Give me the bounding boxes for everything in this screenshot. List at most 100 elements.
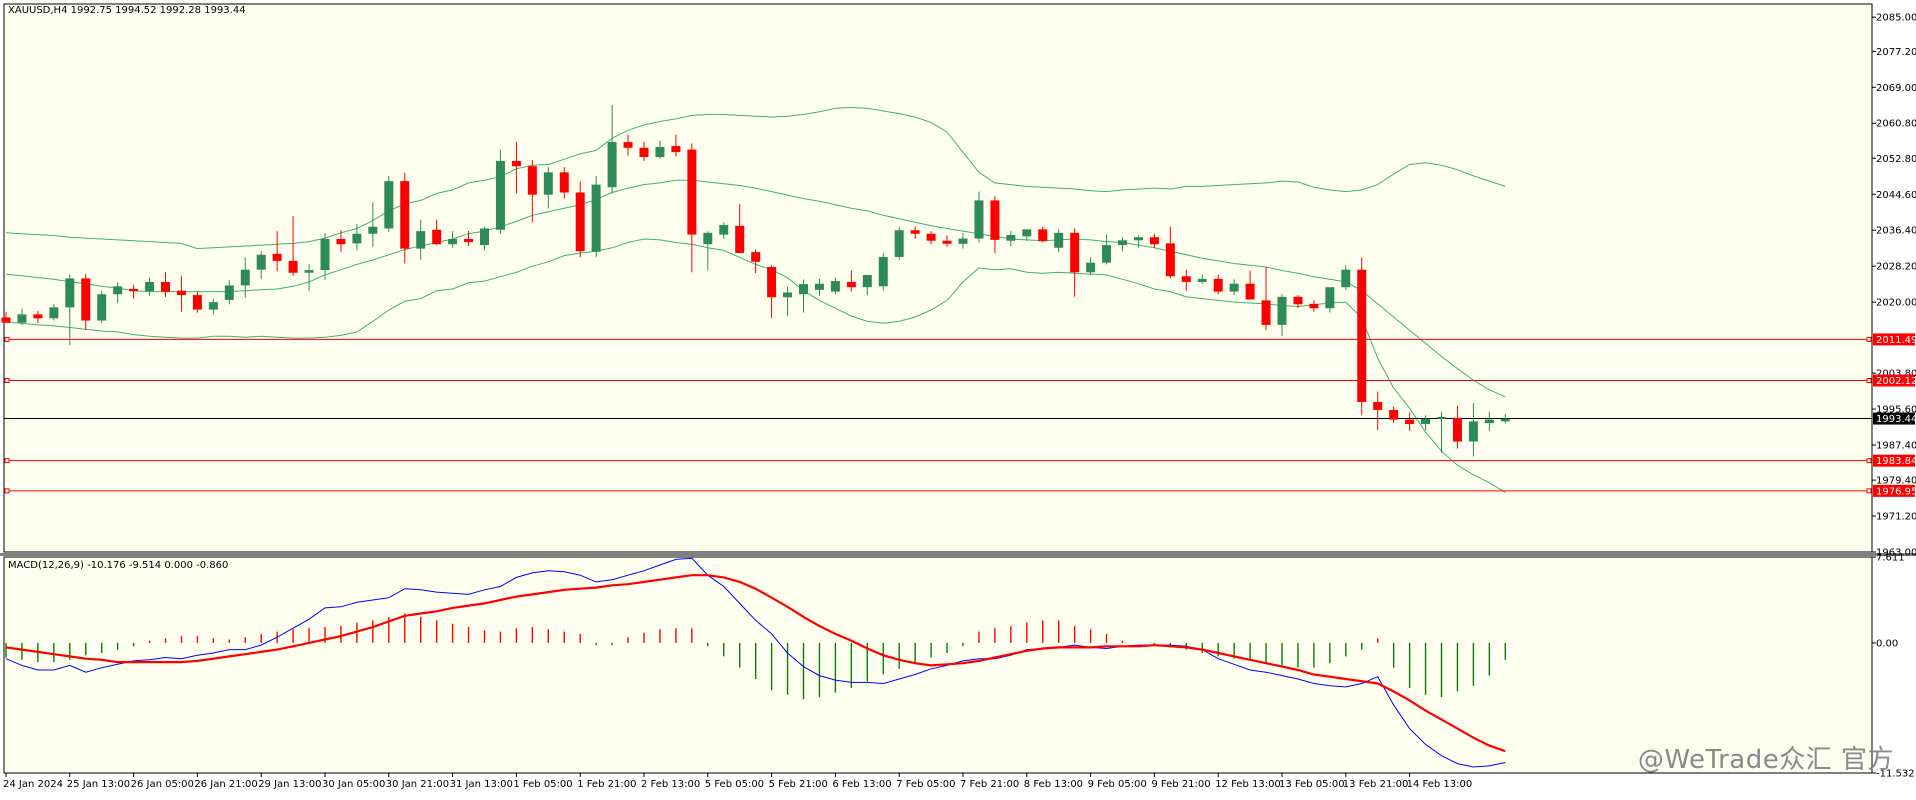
candle[interactable] <box>703 231 713 271</box>
candle[interactable] <box>192 291 202 313</box>
candle[interactable] <box>862 274 872 296</box>
candle[interactable] <box>1070 228 1080 297</box>
candle[interactable] <box>384 175 394 232</box>
level-anchor-left[interactable] <box>4 488 10 494</box>
candle[interactable] <box>1373 391 1383 431</box>
candle[interactable] <box>240 257 250 298</box>
candle[interactable] <box>495 149 505 234</box>
candle[interactable] <box>1468 402 1478 457</box>
candle[interactable] <box>161 272 170 297</box>
candle[interactable] <box>543 167 553 209</box>
candle[interactable] <box>113 282 123 303</box>
candle[interactable] <box>1405 412 1415 432</box>
candle[interactable] <box>783 286 793 317</box>
candle[interactable] <box>511 141 521 194</box>
candle[interactable] <box>448 231 458 248</box>
level-anchor-left[interactable] <box>4 336 10 342</box>
candle[interactable] <box>464 231 474 246</box>
candle[interactable] <box>336 230 346 253</box>
candle[interactable] <box>1213 274 1223 295</box>
candle[interactable] <box>1261 267 1271 331</box>
candle[interactable] <box>1500 413 1510 424</box>
candle[interactable] <box>1389 406 1399 424</box>
candle[interactable] <box>958 232 968 249</box>
level-anchor-right[interactable] <box>1866 458 1872 464</box>
candle[interactable] <box>1452 405 1462 449</box>
candle[interactable] <box>224 280 234 305</box>
candle[interactable] <box>480 226 489 251</box>
candle[interactable] <box>671 134 681 157</box>
level-anchor-right[interactable] <box>1866 377 1872 383</box>
candle[interactable] <box>894 226 904 261</box>
candle[interactable] <box>942 235 952 247</box>
candle[interactable] <box>910 226 920 239</box>
candle[interactable] <box>751 249 761 274</box>
candle[interactable] <box>1325 287 1335 313</box>
candle[interactable] <box>846 270 856 292</box>
candle[interactable] <box>272 231 282 272</box>
candle[interactable] <box>33 310 43 324</box>
level-anchor-left[interactable] <box>4 458 10 464</box>
level-anchor-right[interactable] <box>1866 488 1872 494</box>
candle[interactable] <box>97 291 107 324</box>
candle[interactable] <box>655 140 665 160</box>
candle[interactable] <box>735 203 745 254</box>
candle[interactable] <box>974 191 984 243</box>
candle[interactable] <box>575 181 585 258</box>
candle[interactable] <box>400 172 410 264</box>
candle[interactable] <box>623 134 633 156</box>
candle[interactable] <box>719 222 729 239</box>
level-anchor-left[interactable] <box>4 377 10 383</box>
candle[interactable] <box>320 232 330 280</box>
candle[interactable] <box>607 104 617 194</box>
candle[interactable] <box>256 251 266 280</box>
candle[interactable] <box>368 202 378 247</box>
candle[interactable] <box>527 160 537 223</box>
candle[interactable] <box>1022 229 1032 241</box>
candle[interactable] <box>1309 300 1319 312</box>
candle[interactable] <box>352 224 362 251</box>
candle[interactable] <box>208 298 218 315</box>
candle[interactable] <box>1245 270 1255 300</box>
candle[interactable] <box>1149 233 1159 248</box>
candle[interactable] <box>81 274 91 331</box>
candle[interactable] <box>814 278 824 296</box>
price-pane[interactable] <box>3 3 1873 553</box>
candle[interactable] <box>1341 265 1351 290</box>
candle[interactable] <box>1437 411 1446 453</box>
candle[interactable] <box>432 219 442 246</box>
candle[interactable] <box>1165 226 1175 279</box>
candle[interactable] <box>830 277 840 295</box>
candle[interactable] <box>1229 279 1239 296</box>
candle[interactable] <box>129 284 139 299</box>
candle[interactable] <box>1357 257 1367 416</box>
candle[interactable] <box>1086 257 1096 275</box>
candle[interactable] <box>990 196 1000 254</box>
candle[interactable] <box>1054 229 1064 253</box>
candle[interactable] <box>559 167 569 199</box>
candle[interactable] <box>1181 269 1191 291</box>
level-anchor-right[interactable] <box>1866 336 1872 342</box>
candle[interactable] <box>926 231 936 245</box>
candle[interactable] <box>65 274 75 346</box>
candle[interactable] <box>1006 231 1016 246</box>
candle[interactable] <box>799 279 808 313</box>
candle[interactable] <box>1133 235 1143 248</box>
candle[interactable] <box>304 264 314 291</box>
candle[interactable] <box>1038 226 1048 243</box>
candle[interactable] <box>1102 234 1112 265</box>
candle[interactable] <box>1484 411 1494 432</box>
candle[interactable] <box>639 141 649 161</box>
candle[interactable] <box>49 304 59 321</box>
candle[interactable] <box>1277 294 1287 337</box>
candle[interactable] <box>288 216 298 276</box>
candle[interactable] <box>687 143 697 273</box>
candle[interactable] <box>1421 415 1431 431</box>
candle[interactable] <box>17 308 27 325</box>
candle[interactable] <box>1 311 11 323</box>
candle[interactable] <box>145 277 155 296</box>
candle[interactable] <box>416 219 426 261</box>
candle[interactable] <box>1197 274 1207 284</box>
